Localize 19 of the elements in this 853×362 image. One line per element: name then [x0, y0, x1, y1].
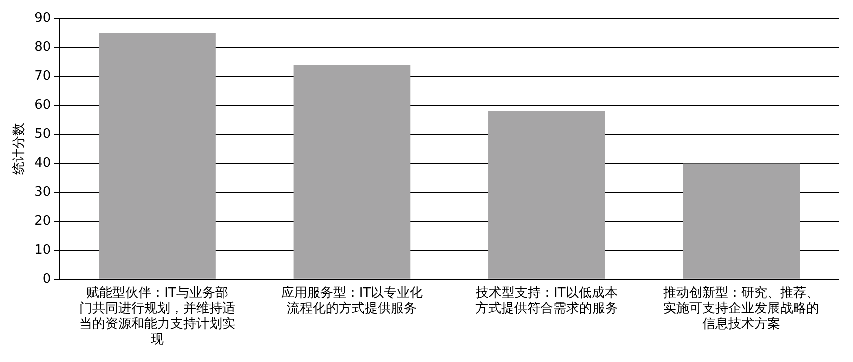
- y-tick-label: 50: [34, 127, 52, 142]
- x-tick-label: 技术型支持：IT以低成本方式提供符合需求的服务: [475, 286, 618, 316]
- x-tick-label: 推动创新型：研究、推荐、实施可支持企业发展战略的信息技术方案: [664, 286, 820, 332]
- y-tick-label: 0: [42, 272, 52, 287]
- bar: [99, 33, 216, 279]
- y-tick-label: 40: [34, 156, 52, 172]
- y-tick-label: 30: [34, 185, 52, 200]
- y-tick-label: 90: [34, 11, 52, 26]
- y-tick-label: 70: [34, 69, 52, 84]
- y-tick-label: 20: [34, 214, 52, 230]
- y-axis-title: 统计分数: [12, 123, 28, 176]
- x-tick-label: 应用服务型：IT以专业化流程化的方式提供服务: [281, 284, 424, 316]
- bar: [488, 112, 606, 279]
- bar: [683, 164, 800, 279]
- y-tick-label: 10: [34, 242, 52, 258]
- y-tick-label: 60: [34, 98, 52, 114]
- bar: [294, 65, 411, 279]
- y-tick-label: 80: [34, 40, 52, 56]
- x-tick-label: 赋能型伙伴：IT与业务部门共同进行规划，并维持适当的资源和能力支持计划实现: [80, 286, 236, 348]
